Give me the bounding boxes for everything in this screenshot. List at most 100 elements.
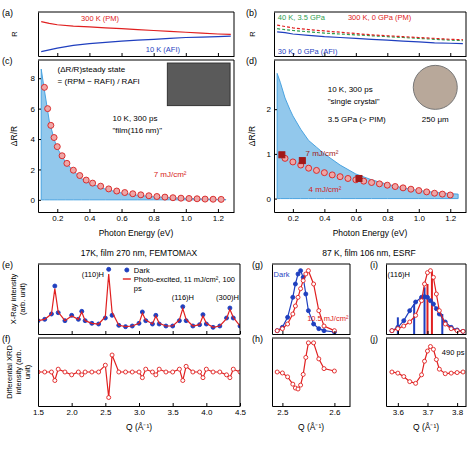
marker: [117, 370, 121, 374]
plot-area: [275, 341, 336, 391]
marker: [332, 369, 336, 373]
marker: [228, 376, 232, 380]
marker: [317, 309, 321, 313]
x-tick-mark: [457, 331, 458, 334]
y-axis: 0 1 2: [267, 61, 277, 213]
x-axis: [387, 331, 467, 335]
y-tick-label: 2: [267, 105, 272, 114]
y-axis-title: R: [10, 31, 19, 37]
marker: [231, 367, 235, 371]
y-axis-line: [38, 339, 39, 407]
marker: [77, 173, 83, 179]
marker: [124, 370, 128, 374]
marker: [70, 373, 74, 377]
frame-top: [38, 338, 240, 339]
line: [277, 271, 334, 332]
x-tick-mark: [173, 331, 174, 334]
marker: [384, 182, 390, 188]
y-axis: 02468: [31, 61, 41, 213]
x-tick: [356, 53, 357, 56]
inset-image: [413, 65, 457, 109]
x-axis: [39, 53, 235, 57]
panel-letter: (e): [2, 260, 13, 270]
marker: [296, 295, 300, 299]
line: [41, 22, 231, 35]
x-tick-label: 0.2: [288, 214, 300, 223]
x-tick-mark: [240, 403, 241, 406]
x-tick-mark: [427, 403, 428, 406]
y-axis-line: [274, 61, 275, 213]
y-tick: 8: [31, 74, 41, 83]
y-axis-line: [272, 339, 273, 407]
line: [392, 271, 463, 332]
y-tick-label: 1: [267, 150, 272, 159]
x-tick-mark: [154, 209, 155, 212]
marker: [186, 195, 192, 201]
series-label: 30 K, 0 GPa (AFI): [278, 47, 338, 56]
marker: [140, 376, 144, 380]
marker: [97, 370, 101, 374]
x-tick: 1.2: [213, 209, 225, 223]
marker: [408, 320, 412, 324]
marker: [437, 367, 441, 371]
marker: [157, 367, 161, 371]
x-axis: 1.52.02.53.03.54.04.5: [33, 403, 247, 417]
marker: [396, 371, 400, 375]
series-label: Dark: [274, 270, 290, 279]
x-tick-mark: [89, 53, 90, 56]
marker: [110, 353, 114, 357]
x-tick-label: 1.0: [181, 214, 193, 223]
plot-area: [38, 267, 240, 329]
bar: [413, 304, 415, 334]
marker: [51, 135, 57, 141]
marker: [48, 122, 54, 128]
x-tick: [186, 53, 187, 56]
x-axis-line: [387, 334, 467, 335]
marker: [301, 372, 305, 376]
marker: [390, 329, 394, 333]
marker: [329, 172, 335, 178]
x-tick-mark: [206, 331, 207, 334]
x-tick-mark: [419, 53, 420, 56]
y-axis-line: [38, 265, 39, 335]
y-axis-line: [38, 13, 39, 57]
x-tick-label: 0.8: [149, 214, 161, 223]
x-tick: 0.4: [319, 209, 331, 223]
x-tick-mark: [387, 209, 388, 212]
marker: [313, 167, 319, 173]
x-axis-line: [275, 56, 467, 57]
x-tick-mark: [387, 53, 388, 56]
marker: [443, 322, 447, 326]
frame-top: [38, 12, 234, 13]
series-label: 10.5 mJ/cm²: [307, 314, 349, 323]
x-axis: 3.63.73.8: [387, 403, 467, 417]
marker: [420, 373, 424, 377]
y-tick: 0: [267, 195, 277, 204]
frame-right: [234, 12, 235, 56]
plot-area: [390, 345, 465, 386]
marker: [390, 370, 394, 374]
x-tick-label: 1.0: [414, 214, 426, 223]
x-axis-line: [275, 212, 467, 213]
marker: [138, 192, 144, 198]
marker: [431, 302, 435, 306]
frame-top: [272, 264, 350, 265]
x-tick-mark: [293, 209, 294, 212]
x-tick-mark: [139, 403, 140, 406]
x-tick-mark: [173, 403, 174, 406]
marker: [321, 170, 327, 176]
x-axis-line: [39, 56, 235, 57]
y-axis-title: ΔR/R: [247, 126, 257, 146]
marker: [424, 189, 430, 195]
x-axis-title: Q (Å⁻¹): [126, 422, 152, 432]
marker: [107, 267, 111, 271]
marker: [312, 341, 316, 345]
y-tick-label: 8: [31, 74, 36, 83]
marker: [447, 192, 453, 198]
frame-top: [386, 338, 466, 339]
y-axis: [38, 13, 39, 57]
y-tick: 2: [31, 166, 41, 175]
x-tick: 0.2: [288, 209, 300, 223]
marker: [312, 282, 316, 286]
legend-swatch: [125, 268, 129, 272]
